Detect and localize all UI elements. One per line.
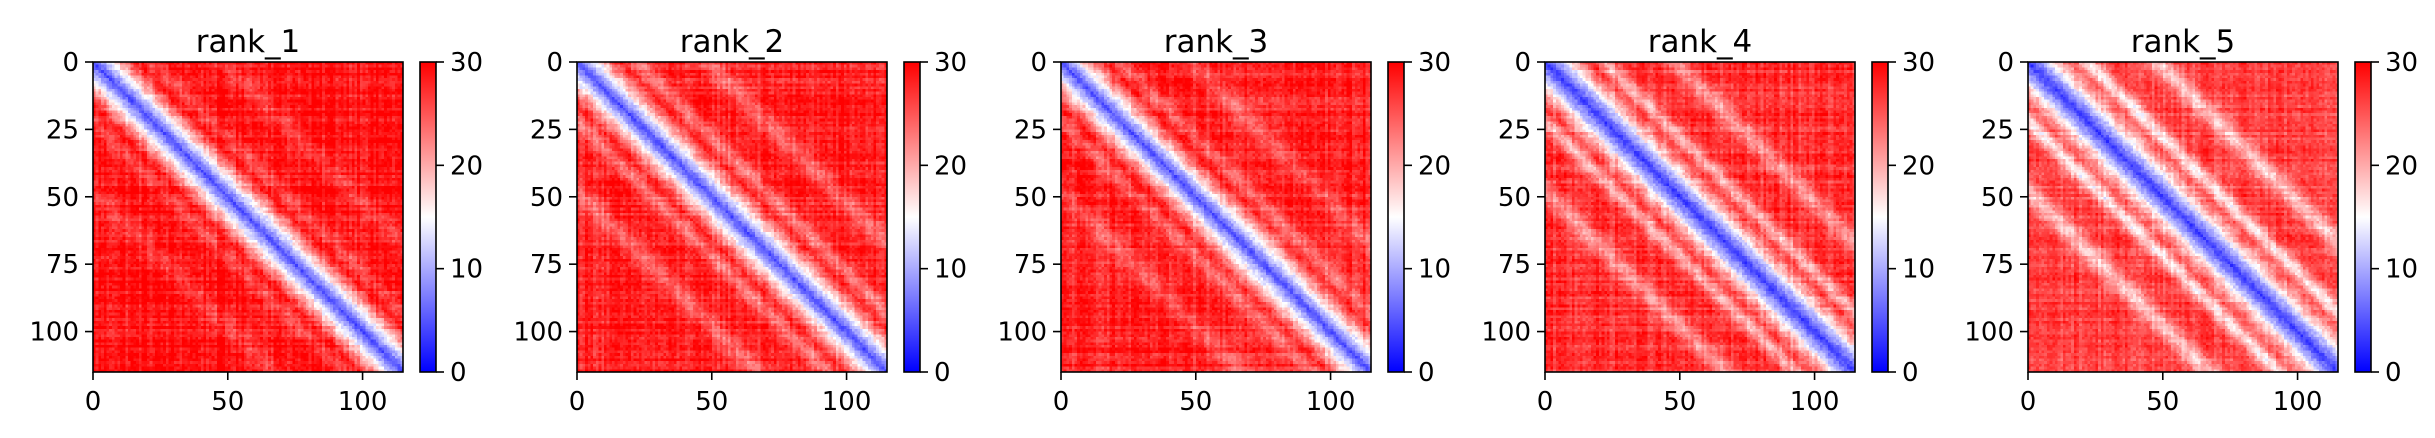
y-tick-label: 75 [1498, 250, 1531, 280]
colorbar-tick-label: 20 [1418, 151, 1451, 181]
x-tick-label: 100 [1306, 387, 1356, 417]
x-tick-label: 0 [569, 387, 586, 417]
colorbar-tick-label: 20 [2385, 151, 2418, 181]
y-tick-label: 25 [1498, 115, 1531, 145]
y-tick-label: 50 [1981, 183, 2014, 213]
heatmap-matrix [1545, 62, 1855, 372]
heatmap-matrix [1061, 62, 1371, 372]
colorbar-gradient [2355, 62, 2371, 372]
axes-frame [92, 61, 404, 373]
colorbar-tick-label: 20 [450, 151, 483, 181]
colorbar-tick-label: 30 [1902, 48, 1935, 78]
colorbar-tick-label: 10 [2385, 255, 2418, 285]
x-tick-label: 0 [2020, 387, 2037, 417]
panel-title: rank_4 [1648, 24, 1753, 60]
colorbar-frame [903, 61, 921, 373]
x-tick-label: 0 [1537, 387, 1554, 417]
heatmap-panel-1: rank_1 0 50 100 0 25 50 75 100 0 10 20 30 [29, 24, 483, 417]
x-tick-label: 50 [2146, 387, 2179, 417]
panel-title: rank_3 [1164, 24, 1269, 60]
y-tick-label: 50 [1498, 183, 1531, 213]
y-tick-label: 25 [46, 115, 79, 145]
heatmap-panel-2: rank_2 0 50 100 0 25 50 75 100 0 10 20 30 [513, 24, 967, 417]
colorbar-gradient [420, 62, 436, 372]
x-tick-label: 50 [695, 387, 728, 417]
y-tick-label: 100 [1481, 318, 1531, 348]
x-tick-label: 100 [822, 387, 872, 417]
colorbar-gradient [1388, 62, 1404, 372]
y-tick-label: 100 [29, 318, 79, 348]
panel-title: rank_1 [196, 24, 301, 60]
colorbar-tick-label: 20 [934, 151, 967, 181]
y-tick-label: 25 [1981, 115, 2014, 145]
y-tick-label: 25 [1014, 115, 1047, 145]
colorbar-tick-label: 30 [934, 48, 967, 78]
colorbar-tick-label: 20 [1902, 151, 1935, 181]
x-tick-label: 0 [85, 387, 102, 417]
heatmap-matrix [2028, 62, 2338, 372]
x-tick-label: 100 [338, 387, 388, 417]
colorbar-tick-label: 10 [1418, 255, 1451, 285]
x-tick-label: 100 [1790, 387, 1840, 417]
colorbar-tick-label: 30 [450, 48, 483, 78]
y-tick-label: 25 [530, 115, 563, 145]
colorbar-frame [1871, 61, 1889, 373]
y-tick-label: 75 [1981, 250, 2014, 280]
colorbar-tick-label: 0 [450, 358, 467, 388]
axes-frame [1060, 61, 1372, 373]
colorbar-tick-label: 30 [2385, 48, 2418, 78]
y-tick-label: 100 [513, 318, 563, 348]
y-tick-label: 75 [1014, 250, 1047, 280]
heatmap-panel-4: rank_4 0 50 100 0 25 50 75 100 0 10 20 30 [1481, 24, 1935, 417]
colorbar-frame [419, 61, 437, 373]
colorbar-frame [1387, 61, 1405, 373]
colorbar-gradient [1872, 62, 1888, 372]
y-tick-label: 75 [530, 250, 563, 280]
heatmap-panel-5: rank_5 0 50 100 0 25 50 75 100 0 10 20 30 [1964, 24, 2418, 417]
axes-frame [2027, 61, 2339, 373]
colorbar-tick-label: 10 [450, 255, 483, 285]
colorbar-tick-label: 0 [934, 358, 951, 388]
axes-frame [1544, 61, 1856, 373]
y-tick-label: 50 [46, 183, 79, 213]
x-tick-label: 0 [1053, 387, 1070, 417]
heatmap-matrix [93, 62, 403, 372]
y-tick-label: 75 [46, 250, 79, 280]
heatmap-panel-3: rank_3 0 50 100 0 25 50 75 100 0 10 20 30 [997, 24, 1451, 417]
y-tick-label: 0 [1514, 48, 1531, 78]
y-tick-label: 0 [1030, 48, 1047, 78]
colorbar-tick-label: 0 [1902, 358, 1919, 388]
x-tick-label: 100 [2273, 387, 2323, 417]
y-tick-label: 50 [530, 183, 563, 213]
y-tick-label: 50 [1014, 183, 1047, 213]
colorbar-tick-label: 30 [1418, 48, 1451, 78]
y-tick-label: 0 [1997, 48, 2014, 78]
y-tick-label: 100 [997, 318, 1047, 348]
axes-frame [576, 61, 888, 373]
colorbar-tick-label: 0 [1418, 358, 1435, 388]
colorbar-tick-label: 10 [934, 255, 967, 285]
panel-title: rank_5 [2131, 24, 2236, 60]
colorbar-frame [2354, 61, 2372, 373]
panel-title: rank_2 [680, 24, 785, 60]
x-tick-label: 50 [1663, 387, 1696, 417]
colorbar-tick-label: 10 [1902, 255, 1935, 285]
colorbar-gradient [904, 62, 920, 372]
y-tick-label: 100 [1964, 318, 2014, 348]
colorbar-tick-label: 0 [2385, 358, 2402, 388]
x-tick-label: 50 [1179, 387, 1212, 417]
x-tick-label: 50 [211, 387, 244, 417]
heatmap-matrix [577, 62, 887, 372]
y-tick-label: 0 [62, 48, 79, 78]
y-tick-label: 0 [546, 48, 563, 78]
